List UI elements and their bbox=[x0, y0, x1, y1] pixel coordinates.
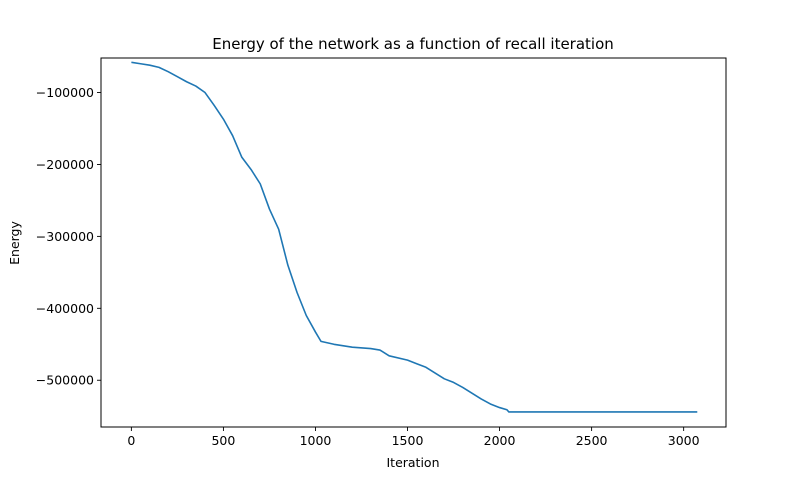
y-tick-label: −500000 bbox=[36, 373, 94, 388]
y-axis-title: Energy bbox=[7, 221, 22, 265]
axes-frame bbox=[100, 57, 727, 428]
x-tick-label: 2000 bbox=[484, 433, 516, 448]
y-tick-label: −100000 bbox=[36, 85, 94, 100]
x-tick-label: 2500 bbox=[576, 433, 608, 448]
x-axis-title: Iteration bbox=[386, 455, 439, 470]
chart-title: Energy of the network as a function of r… bbox=[212, 35, 614, 53]
x-tick-label: 1000 bbox=[300, 433, 332, 448]
x-tick-label: 1500 bbox=[392, 433, 424, 448]
x-tick-label: 0 bbox=[127, 433, 135, 448]
y-tick-label: −400000 bbox=[36, 301, 94, 316]
x-axis-ticks: 0 500 1000 1500 2000 2500 3000 bbox=[127, 427, 700, 448]
y-axis-ticks: −100000 −200000 −300000 −400000 −500000 bbox=[36, 85, 101, 388]
series-line-0 bbox=[131, 61, 698, 413]
x-tick-label: 500 bbox=[211, 433, 235, 448]
x-tick-label: 3000 bbox=[668, 433, 700, 448]
plot-content bbox=[131, 61, 698, 413]
y-tick-label: −300000 bbox=[36, 229, 94, 244]
y-tick-label: −200000 bbox=[36, 157, 94, 172]
